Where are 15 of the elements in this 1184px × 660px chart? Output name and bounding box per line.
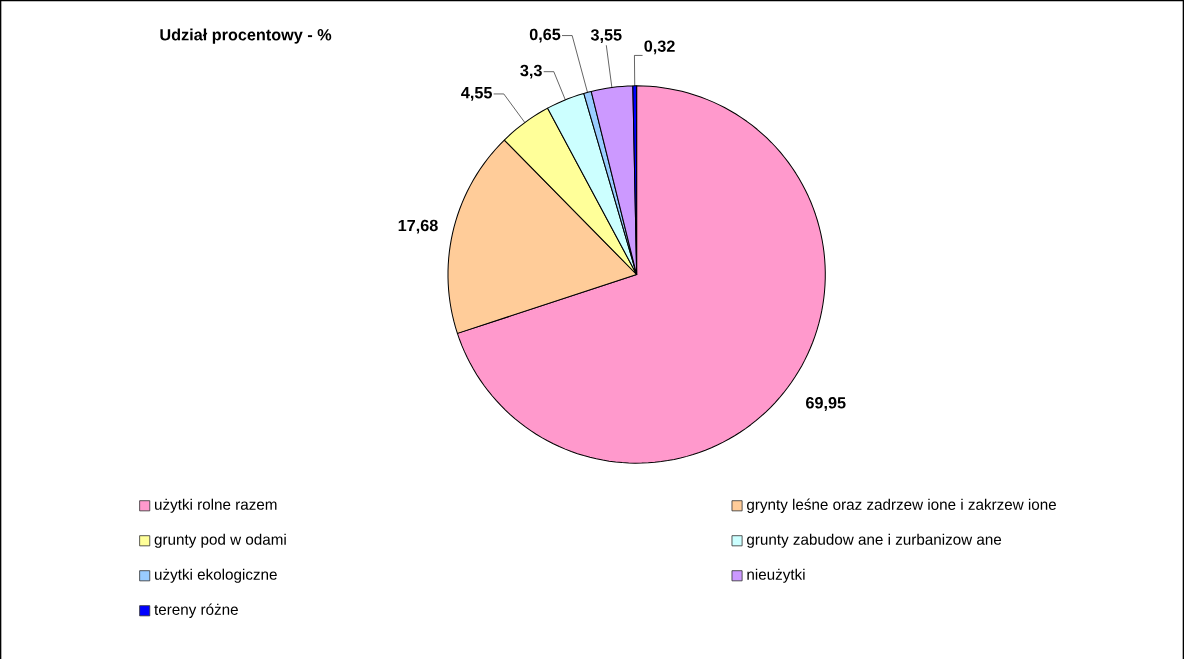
legend-label: użytki rolne razem — [155, 498, 277, 514]
data-label: 69,95 — [806, 397, 846, 412]
chart-title: Udział procentowy - % — [160, 28, 332, 44]
data-label: 17,68 — [398, 219, 438, 234]
legend-label: nieużytki — [747, 568, 805, 584]
legend-label: grunty zabudow ane i zurbanizow ane — [747, 533, 1002, 549]
legend-label: grynty leśne oraz zadrzew ione i zakrzew ione — [747, 498, 1056, 514]
data-label: 0,65 — [529, 28, 561, 43]
data-label: 4,55 — [461, 87, 492, 101]
data-label: 3,3 — [520, 64, 542, 79]
legend-label: użytki ekologiczne — [155, 568, 277, 584]
legend-label: grunty pod w odami — [154, 533, 286, 549]
legend-label: tereny różne — [154, 603, 238, 619]
data-label: 3,55 — [590, 29, 622, 44]
data-label: 0,32 — [644, 40, 675, 55]
